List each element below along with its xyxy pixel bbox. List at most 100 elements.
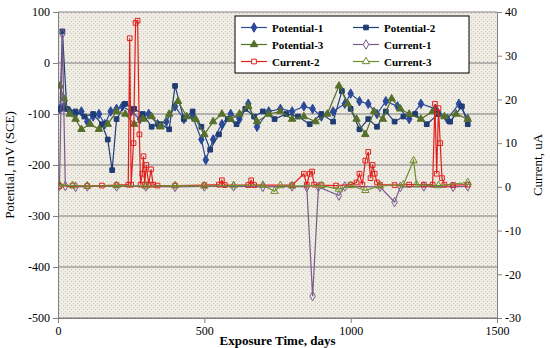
marker <box>220 178 225 183</box>
grid-line <box>58 12 497 13</box>
legend-item: Potential-1 <box>241 22 323 34</box>
marker <box>434 171 439 176</box>
marker <box>392 197 397 206</box>
marker <box>310 291 315 300</box>
marker <box>464 178 471 184</box>
marker <box>58 180 63 186</box>
tick: 0 <box>44 56 58 70</box>
marker <box>310 169 315 174</box>
tick-label: 1000 <box>339 324 363 338</box>
marker <box>149 167 154 172</box>
tick: -100 <box>28 107 58 121</box>
tick: -20 <box>497 268 521 282</box>
marker <box>217 132 222 137</box>
marker <box>310 104 315 113</box>
marker <box>335 82 342 88</box>
tick-mark <box>204 318 205 323</box>
marker <box>201 130 208 136</box>
marker <box>91 112 96 117</box>
marker <box>249 178 254 183</box>
marker <box>301 171 306 176</box>
marker <box>174 97 181 103</box>
marker <box>165 110 172 116</box>
marker <box>139 115 146 121</box>
grid-line <box>58 267 497 268</box>
marker <box>388 94 395 100</box>
marker <box>335 185 342 191</box>
marker <box>114 117 119 122</box>
tick-label: -30 <box>505 311 521 325</box>
tick-mark <box>53 165 58 166</box>
marker <box>366 150 371 155</box>
marker <box>452 110 459 116</box>
marker <box>86 120 93 126</box>
marker <box>278 104 283 113</box>
tick-mark <box>497 99 502 100</box>
marker <box>277 107 284 113</box>
marker <box>312 117 319 123</box>
marker <box>357 97 362 106</box>
marker <box>183 112 190 118</box>
marker <box>407 182 412 187</box>
tick: 0 <box>56 318 62 338</box>
marker <box>90 112 95 121</box>
marker <box>288 115 295 121</box>
marker <box>259 181 266 187</box>
tick-mark <box>497 143 502 144</box>
marker <box>392 119 397 124</box>
legend-label: Current-3 <box>384 56 432 68</box>
marker <box>448 119 453 124</box>
chart: 050010001500-500-400-300-200-1000100-30-… <box>0 0 550 348</box>
tick-mark <box>497 274 502 275</box>
marker <box>104 120 111 126</box>
marker <box>110 168 115 173</box>
marker <box>245 102 252 108</box>
marker <box>347 181 354 187</box>
marker <box>123 101 128 106</box>
tick-mark <box>53 114 58 115</box>
markers <box>58 89 470 165</box>
axis-line <box>59 319 498 324</box>
legend-label: Potential-1 <box>272 22 323 34</box>
marker <box>348 89 353 98</box>
tick: 20 <box>497 93 517 107</box>
legend-item: Current-1 <box>353 39 431 51</box>
tick-mark <box>53 267 58 268</box>
marker <box>441 112 448 118</box>
marker <box>417 115 424 121</box>
marker <box>108 107 113 116</box>
marker <box>331 119 336 124</box>
marker <box>318 181 325 187</box>
marker <box>201 182 208 188</box>
plot-background <box>58 12 497 318</box>
series-line <box>60 86 468 134</box>
marker <box>135 18 140 23</box>
marker <box>66 110 73 116</box>
marker <box>114 182 119 191</box>
marker <box>131 141 136 146</box>
marker <box>60 29 65 38</box>
marker <box>105 137 110 142</box>
plot: 050010001500-500-400-300-200-1000100-30-… <box>28 5 521 337</box>
marker <box>210 135 215 144</box>
markers <box>58 82 471 137</box>
grid-line <box>58 216 497 217</box>
marker <box>84 182 91 188</box>
tick-label: 0 <box>505 180 511 194</box>
legend-marker <box>250 40 257 46</box>
marker <box>410 156 417 162</box>
legend-marker <box>364 25 369 30</box>
y-axis-title: Potential, mV (SCE) <box>2 111 17 219</box>
marker <box>353 115 360 121</box>
marker <box>324 110 331 116</box>
marker <box>171 181 178 187</box>
marker <box>95 125 102 131</box>
marker <box>167 127 172 132</box>
marker <box>266 107 271 116</box>
marker <box>245 99 250 108</box>
tick-mark <box>497 56 502 57</box>
marker <box>370 107 377 113</box>
marker <box>73 109 78 114</box>
tick: 40 <box>497 5 517 19</box>
marker <box>344 100 351 106</box>
